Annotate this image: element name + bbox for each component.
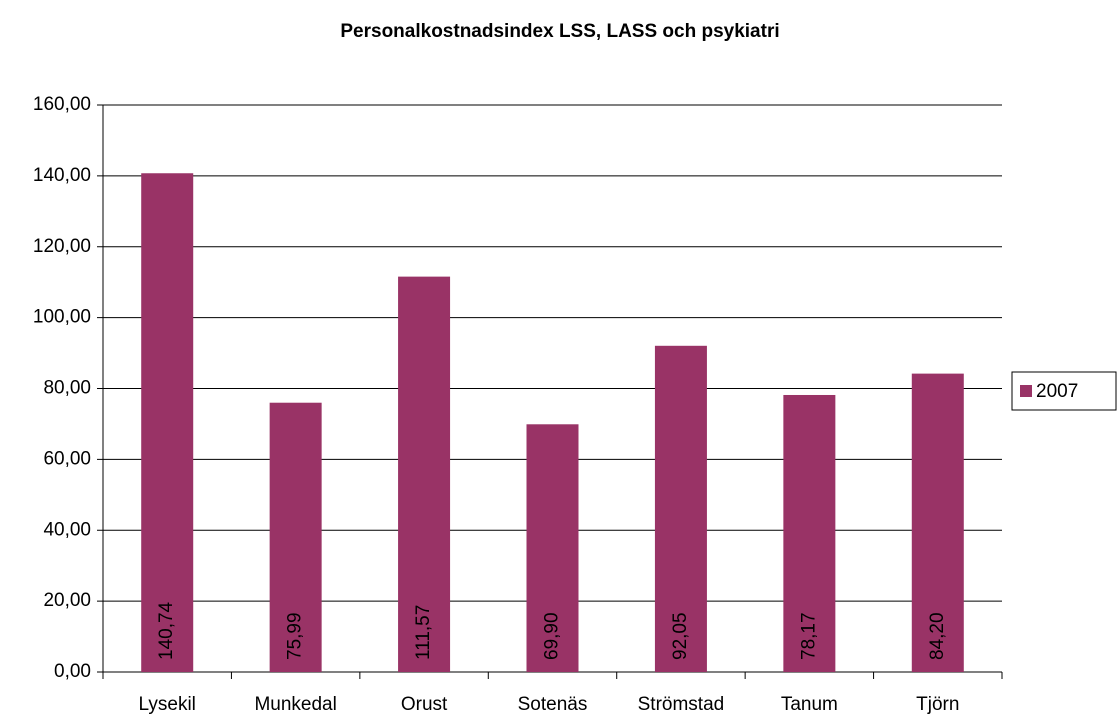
x-tick-label: Orust [401,694,448,715]
value-label: 92,05 [670,612,691,660]
value-label: 78,17 [798,612,819,660]
legend-swatch [1020,385,1032,397]
bar [526,424,579,672]
y-tick-label: 20,00 [43,590,91,611]
x-tick-label: Strömstad [638,694,725,715]
y-tick-label: 60,00 [43,448,91,469]
bar [398,276,451,672]
x-tick-label: Munkedal [254,694,336,715]
bar [269,402,322,672]
value-label: 75,99 [285,612,306,660]
x-tick-label: Tanum [781,694,838,715]
value-label: 69,90 [542,612,563,660]
x-tick-label: Tjörn [916,694,959,715]
value-label: 140,74 [156,601,177,660]
y-tick-label: 100,00 [33,307,91,328]
x-tick-label: Sotenäs [518,694,588,715]
y-tick-label: 120,00 [33,236,91,257]
y-tick-label: 160,00 [33,94,91,115]
bar [783,394,836,672]
bar [654,345,707,672]
value-label: 84,20 [927,612,948,660]
y-tick-label: 140,00 [33,165,91,186]
bar [911,373,964,672]
legend-label: 2007 [1036,381,1078,402]
x-tick-label: Lysekil [139,694,196,715]
value-label: 111,57 [413,605,434,660]
bar [141,173,194,672]
y-tick-label: 40,00 [43,519,91,540]
y-tick-label: 0,00 [54,661,91,682]
chart-title: Personalkostnadsindex LSS, LASS och psyk… [340,21,779,42]
y-tick-label: 80,00 [43,378,91,399]
